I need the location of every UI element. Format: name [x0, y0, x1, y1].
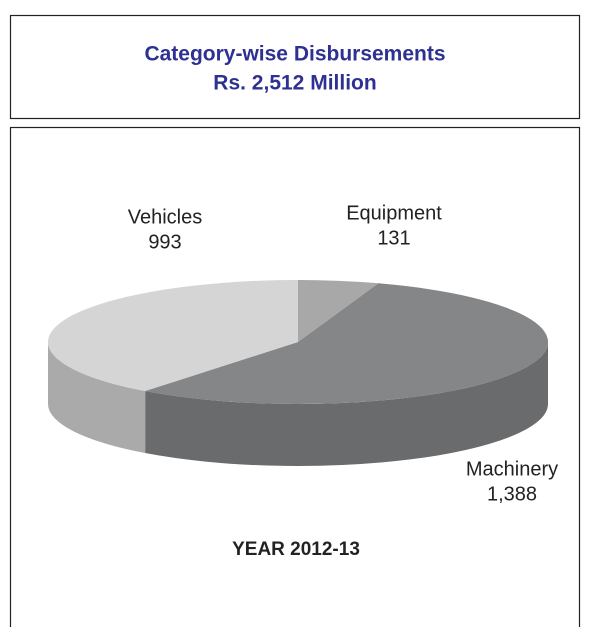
- slice-side: [145, 342, 548, 466]
- slice-label: Equipment: [346, 202, 442, 224]
- chart-subtitle: Rs. 2,512 Million: [213, 72, 376, 95]
- slice: [48, 280, 298, 392]
- slice: [298, 280, 379, 342]
- slice-value: 1,388: [487, 483, 537, 505]
- chart-title: Category-wise Disbursements: [144, 43, 445, 66]
- slice: [145, 283, 549, 405]
- slice-label: Vehicles: [128, 206, 203, 228]
- slice-value: 131: [377, 227, 410, 249]
- slice-side: [48, 342, 146, 454]
- slice-label: Machinery: [466, 458, 558, 480]
- annotation: YEAR 2012-13: [232, 539, 360, 560]
- title-box: [9, 14, 581, 120]
- chart-box: [9, 126, 581, 627]
- pie: [48, 280, 549, 466]
- slice-value: 993: [148, 231, 181, 253]
